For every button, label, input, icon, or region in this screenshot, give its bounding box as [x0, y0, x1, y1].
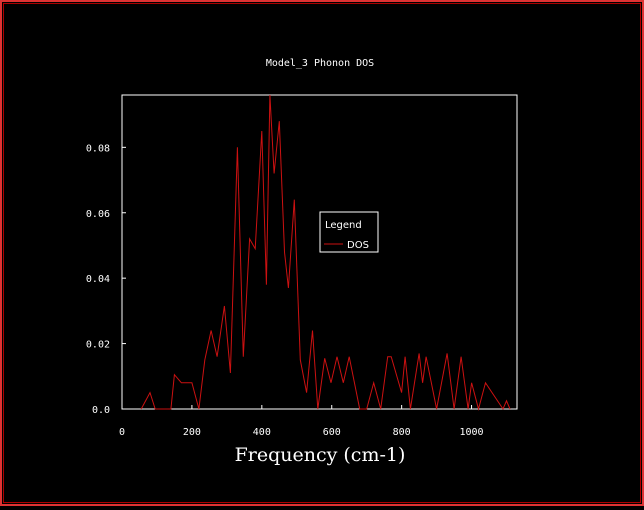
y-tick-label: 0.08: [86, 143, 110, 154]
chart-title: Model_3 Phonon DOS: [266, 58, 374, 69]
y-tick-label: 0.0: [92, 405, 110, 416]
x-tick-label: 1000: [460, 427, 484, 438]
x-tick-label: 200: [183, 427, 201, 438]
legend-title: Legend: [325, 220, 362, 231]
y-tick-label: 0.06: [86, 209, 110, 220]
series-layer: [140, 94, 511, 411]
x-axis: 0 200 400 600 800 1000: [119, 405, 484, 438]
y-tick-label: 0.04: [86, 274, 110, 285]
x-tick-label: 0: [119, 427, 125, 438]
y-tick-label: 0.02: [86, 340, 110, 351]
x-tick-label: 400: [253, 427, 271, 438]
x-axis-label: Frequency (cm-1): [235, 444, 406, 466]
series-line-dos: [140, 94, 511, 411]
x-tick-label: 800: [393, 427, 411, 438]
plot-area-frame: [121, 94, 518, 410]
y-axis: 0.0 0.02 0.04 0.06 0.08: [86, 143, 126, 416]
legend-entry-dos: DOS: [347, 240, 369, 251]
x-tick-label: 600: [323, 427, 341, 438]
legend-box: Legend DOS: [319, 211, 379, 253]
